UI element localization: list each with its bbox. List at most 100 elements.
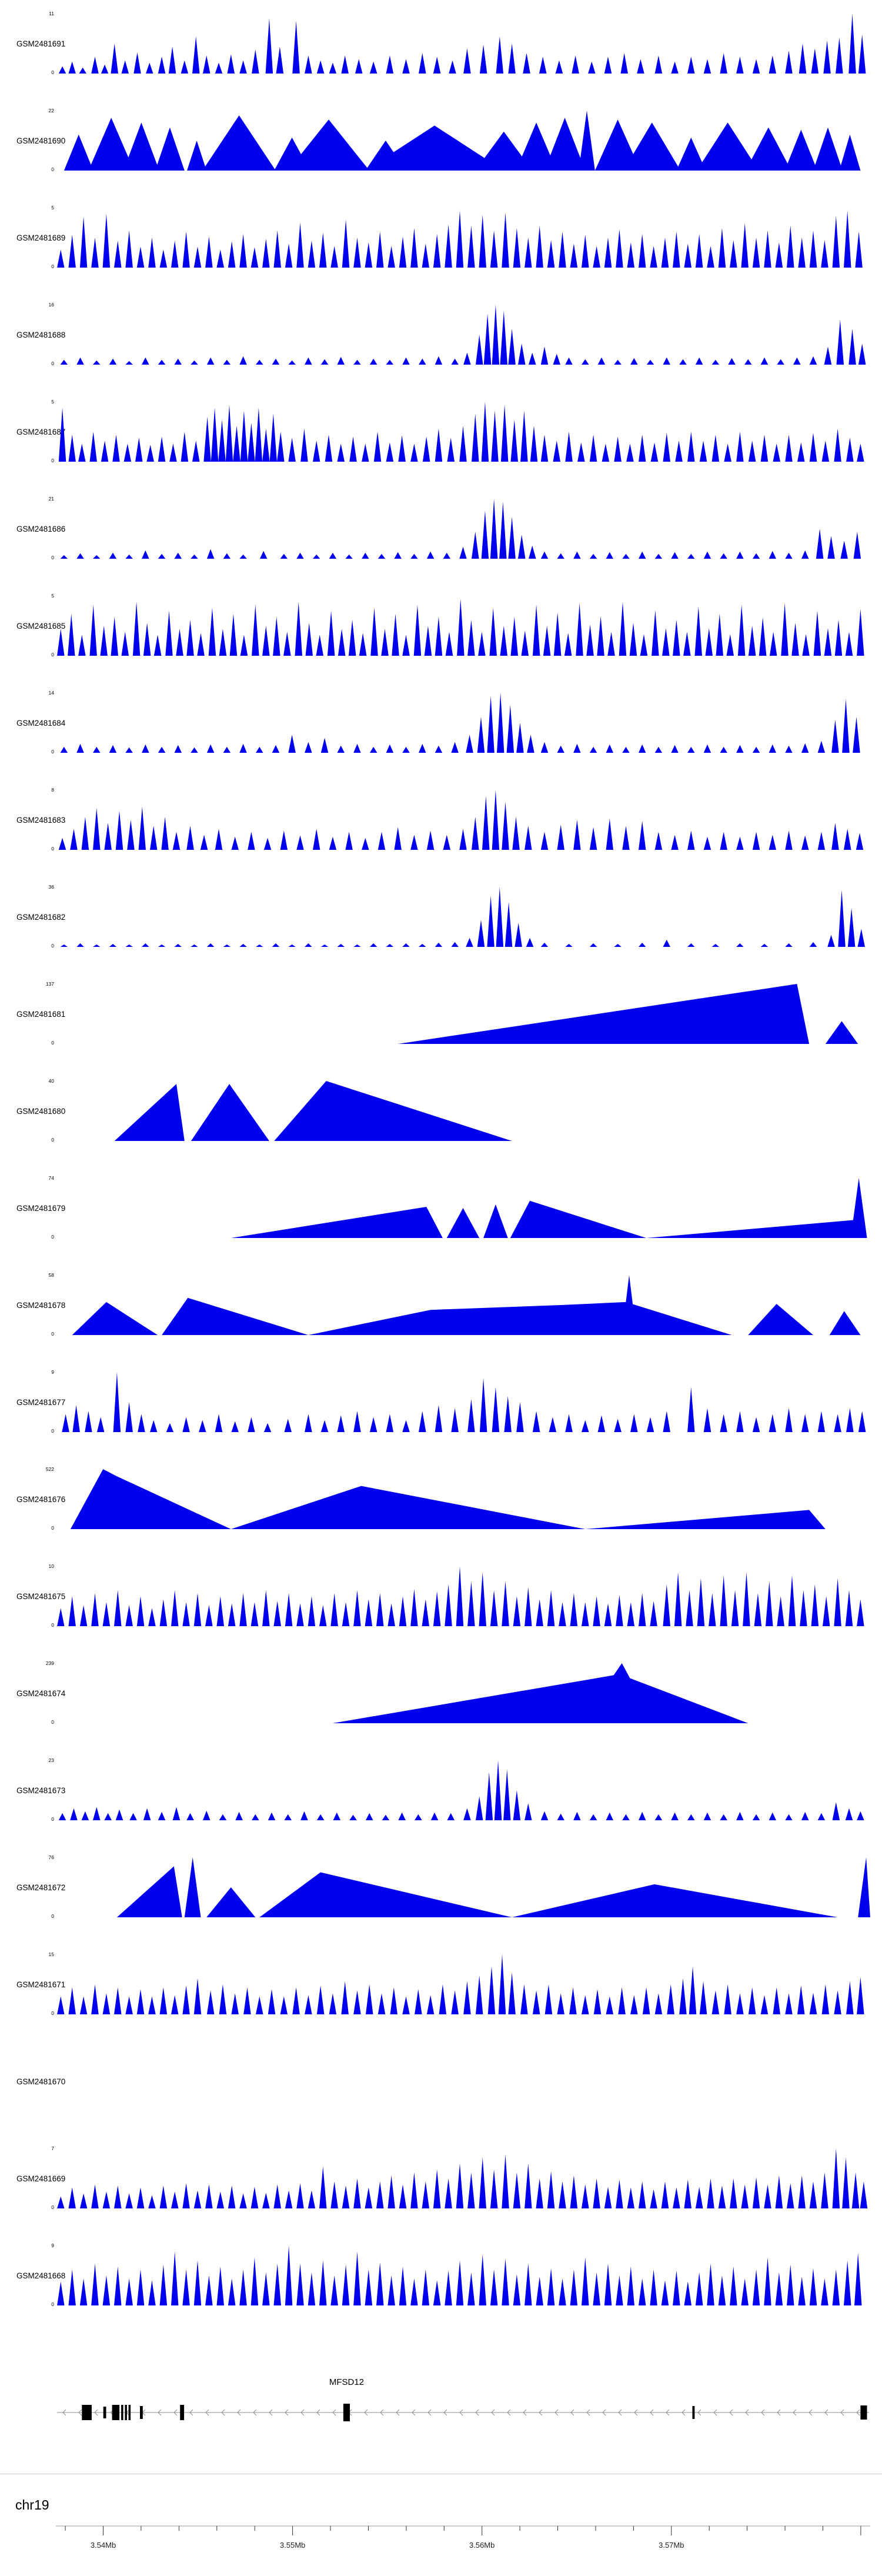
signal-area	[114, 1081, 512, 1141]
track-row-GSM2481688: GSM2481688 16 0	[0, 300, 882, 397]
gene-exon	[692, 2406, 695, 2419]
track-row-GSM2481676: GSM2481676 522 0	[0, 1464, 882, 1561]
track-label: GSM2481691	[16, 39, 66, 48]
track-label: GSM2481679	[16, 1204, 66, 1213]
track-label: GSM2481689	[16, 233, 66, 242]
track-row-GSM2481684: GSM2481684 14 0	[0, 688, 882, 785]
signal-area	[62, 1372, 866, 1432]
gene-exon	[343, 2404, 350, 2421]
track-row-GSM2481671: GSM2481671 15 0	[0, 1950, 882, 2047]
track-ymin-label: 0	[51, 360, 54, 366]
track-ymax-label: 15	[48, 1951, 54, 1957]
axis-tick-label: 3.57Mb	[659, 2541, 684, 2550]
track-ymin-label: 0	[51, 1039, 54, 1046]
track-ymin-label: 0	[51, 166, 54, 172]
signal-area	[332, 1663, 749, 1723]
track-plot: 40 0	[49, 1079, 870, 1142]
track-plot: 10 0	[49, 1564, 870, 1627]
track-ymin-label: 0	[51, 1816, 54, 1822]
signal-area	[116, 1857, 870, 1917]
signal-area	[72, 1275, 861, 1335]
signal-area	[58, 402, 864, 462]
track-row-GSM2481670: GSM2481670	[0, 2047, 882, 2144]
track-row-GSM2481691: GSM2481691 11 0	[0, 9, 882, 106]
track-ymax-label: 36	[48, 884, 54, 890]
gene-exon	[121, 2405, 123, 2420]
track-label: GSM2481672	[16, 1883, 66, 1892]
gene-exon	[180, 2405, 185, 2420]
gene-exon	[140, 2406, 143, 2419]
track-ymax-label: 7	[51, 2145, 54, 2151]
track-label: GSM2481676	[16, 1495, 66, 1504]
track-ymin-label: 0	[51, 554, 54, 560]
track-plot: 15 0	[49, 1952, 870, 2016]
track-label: GSM2481683	[16, 816, 66, 825]
track-ymax-label: 5	[51, 205, 54, 211]
signal-area	[57, 2148, 868, 2208]
signal-area	[57, 1954, 864, 2014]
track-row-GSM2481680: GSM2481680 40 0	[0, 1076, 882, 1173]
signal-area	[60, 305, 866, 365]
track-label: GSM2481677	[16, 1398, 66, 1407]
track-ymax-label: 22	[48, 108, 54, 114]
signal-area	[58, 1760, 864, 1820]
track-plot: 11 0	[49, 11, 870, 75]
track-row-GSM2481668: GSM2481668 9 0	[0, 2241, 882, 2338]
track-label: GSM2481678	[16, 1301, 66, 1310]
track-ymax-label: 58	[48, 1272, 54, 1278]
signal-area	[56, 2051, 870, 2111]
track-label: GSM2481684	[16, 719, 66, 728]
gene-exon	[860, 2405, 867, 2420]
track-ymin-label: 0	[51, 69, 54, 75]
signal-area	[60, 887, 866, 947]
track-ymin-label: 0	[51, 263, 54, 269]
signal-area	[230, 1178, 867, 1238]
signal-area	[57, 2245, 862, 2305]
track-row-GSM2481683: GSM2481683 8 0	[0, 785, 882, 882]
gene-exon	[125, 2405, 127, 2420]
track-ymax-label: 8	[51, 787, 54, 793]
track-row-GSM2481686: GSM2481686 21 0	[0, 494, 882, 591]
track-plot: 14 0	[49, 690, 870, 754]
track-ymax-label: 9	[51, 2243, 54, 2248]
track-plot: 76 0	[49, 1855, 870, 1918]
axis-tick-label: 3.55Mb	[280, 2541, 305, 2550]
track-ymin-label: 0	[51, 2204, 54, 2210]
axis-tick-label: 3.56Mb	[469, 2541, 495, 2550]
track-plot: 74 0	[49, 1176, 870, 1239]
track-ymin-label: 0	[51, 1427, 54, 1434]
track-row-GSM2481685: GSM2481685 5 0	[0, 591, 882, 688]
track-plot: 36 0	[49, 885, 870, 948]
track-row-GSM2481678: GSM2481678 58 0	[0, 1270, 882, 1367]
track-ymin-label: 0	[51, 1621, 54, 1628]
track-plot: 23 0	[49, 1758, 870, 1821]
track-ymax-label: 5	[51, 399, 54, 405]
track-label: GSM2481680	[16, 1107, 66, 1116]
track-row-GSM2481673: GSM2481673 23 0	[0, 1756, 882, 1853]
track-plot: 137 0	[46, 982, 870, 1045]
track-plot: 239 0	[46, 1661, 870, 1724]
track-plot: 58 0	[49, 1273, 870, 1336]
track-label: GSM2481673	[16, 1786, 66, 1795]
track-label: GSM2481690	[16, 136, 66, 145]
signal-area	[57, 211, 863, 268]
track-ymin-label: 0	[51, 748, 54, 755]
track-ymin-label: 0	[51, 1913, 54, 1919]
track-ymax-label: 137	[45, 981, 54, 987]
track-row-GSM2481674: GSM2481674 239 0	[0, 1659, 882, 1756]
signal-area	[70, 1469, 826, 1529]
track-row-GSM2481690: GSM2481690 22 0	[0, 106, 882, 203]
track-ymin-label: 0	[51, 2010, 54, 2016]
track-ymin-label: 0	[51, 457, 54, 463]
track-ymax-label: 10	[48, 1563, 54, 1569]
axis-tick-label: 3.54Mb	[91, 2541, 116, 2550]
track-label: GSM2481668	[16, 2271, 66, 2280]
track-plot: 22 0	[49, 108, 870, 172]
track-ymax-label: 239	[45, 1660, 54, 1666]
